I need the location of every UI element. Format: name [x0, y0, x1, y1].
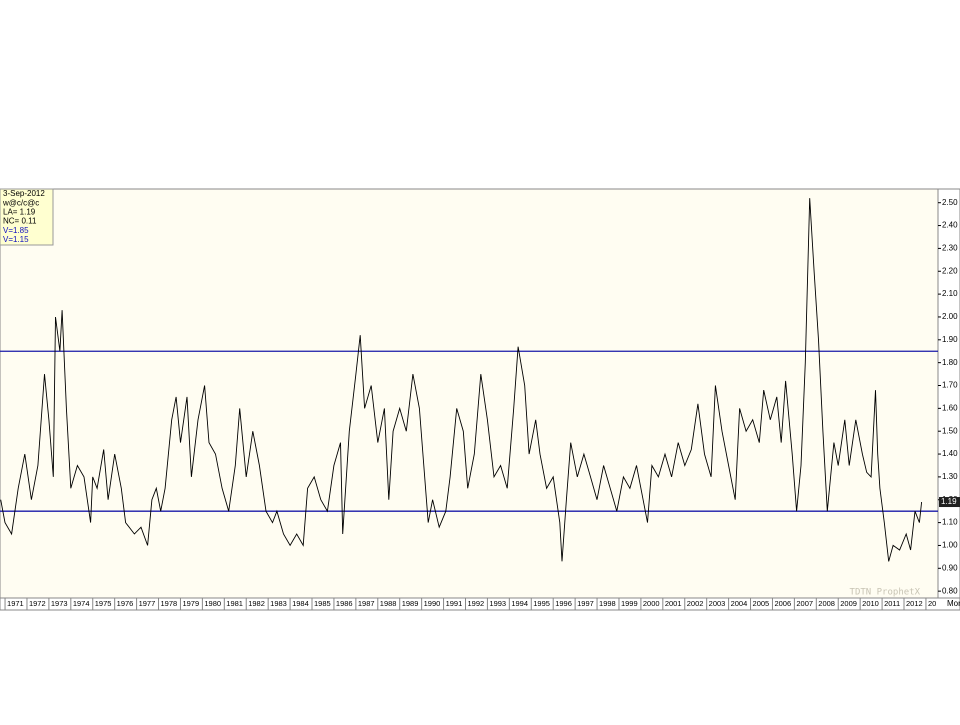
x-tick-label: 1973	[51, 599, 68, 608]
x-tick-label: 2000	[643, 599, 660, 608]
info-line: V=1.85	[3, 226, 29, 235]
x-unit: Mon	[947, 599, 960, 608]
x-tick-label: 1987	[358, 599, 375, 608]
x-tick-label: 1974	[73, 599, 90, 608]
y-tick-label: 2.30	[942, 244, 958, 253]
price-line	[0, 198, 923, 562]
x-tick-label: 1978	[161, 599, 178, 608]
y-tick-label: 1.70	[942, 381, 958, 390]
x-tick-label: 2007	[796, 599, 813, 608]
x-tick-label: 1976	[117, 599, 134, 608]
x-tick-label: 2005	[753, 599, 770, 608]
y-tick-label: 1.80	[942, 358, 958, 367]
last-value-box	[939, 497, 960, 508]
y-tick-label: 2.00	[942, 312, 958, 321]
x-tick-label: 1986	[336, 599, 353, 608]
x-tick-label: 1980	[204, 599, 221, 608]
y-tick-label: 0.90	[942, 563, 958, 572]
x-tick-label: 1971	[7, 599, 24, 608]
y-tick-label: 1.60	[942, 403, 958, 412]
x-axis-strip	[0, 597, 960, 611]
x-tick-label: 1982	[248, 599, 265, 608]
x-tick-label: 1983	[270, 599, 287, 608]
last-value-label: 1.19	[941, 497, 957, 506]
x-tick-label: 1975	[95, 599, 112, 608]
x-tick-label: 2012	[906, 599, 923, 608]
x-tick-label: 1988	[380, 599, 397, 608]
x-tick-label: 2011	[884, 599, 900, 608]
info-line: w@c/c@c	[2, 198, 39, 207]
info-line: NC= 0.11	[3, 217, 37, 226]
x-tick-label: 1989	[402, 599, 419, 608]
y-tick-label: 2.20	[942, 266, 958, 275]
x-tick-label: 2001	[665, 599, 682, 608]
x-tick-label: 1984	[292, 599, 309, 608]
x-tick-label: 1998	[599, 599, 616, 608]
x-tick-label: 1993	[489, 599, 506, 608]
y-tick-label: 0.80	[942, 586, 958, 595]
x-tick-label: 1996	[555, 599, 572, 608]
x-tick-label: 1992	[467, 599, 484, 608]
y-tick-label: 1.30	[942, 472, 958, 481]
x-tick-label: 2004	[731, 599, 748, 608]
plot-area	[0, 188, 939, 599]
x-tick-label: 1972	[29, 599, 46, 608]
y-tick-label: 2.50	[942, 198, 958, 207]
x-tick-label: 2006	[774, 599, 791, 608]
x-tick-label: 2003	[709, 599, 726, 608]
x-tick-label: 1994	[511, 599, 528, 608]
x-tick-label: 1991	[446, 599, 463, 608]
x-tick-label: 1995	[533, 599, 550, 608]
x-tick-label: 2002	[687, 599, 704, 608]
x-tick-label: 1997	[577, 599, 594, 608]
y-tick-label: 1.40	[942, 449, 958, 458]
x-tick-label: 2009	[840, 599, 857, 608]
y-tick-label: 1.00	[942, 541, 958, 550]
x-tick-label: 1977	[139, 599, 156, 608]
y-tick-label: 1.90	[942, 335, 958, 344]
info-line: V=1.15	[3, 235, 29, 244]
x-tick-label: 1981	[226, 599, 243, 608]
x-tick-label: 1990	[424, 599, 441, 608]
y-tick-label: 1.50	[942, 426, 958, 435]
watermark: TDTN ProphetX	[850, 588, 921, 598]
info-line: LA= 1.19	[3, 208, 36, 217]
y-tick-label: 2.40	[942, 221, 958, 230]
x-tick-label: 2008	[818, 599, 835, 608]
x-tick-label: 1985	[314, 599, 331, 608]
x-tick-label: 1979	[182, 599, 199, 608]
info-box	[0, 188, 54, 246]
x-tick-label: 20	[928, 599, 936, 608]
y-tick-label: 2.10	[942, 289, 958, 298]
x-tick-label: 1999	[621, 599, 638, 608]
x-tick-label: 2010	[862, 599, 879, 608]
y-tick-label: 1.10	[942, 518, 958, 527]
info-line: 3-Sep-2012	[3, 189, 45, 198]
